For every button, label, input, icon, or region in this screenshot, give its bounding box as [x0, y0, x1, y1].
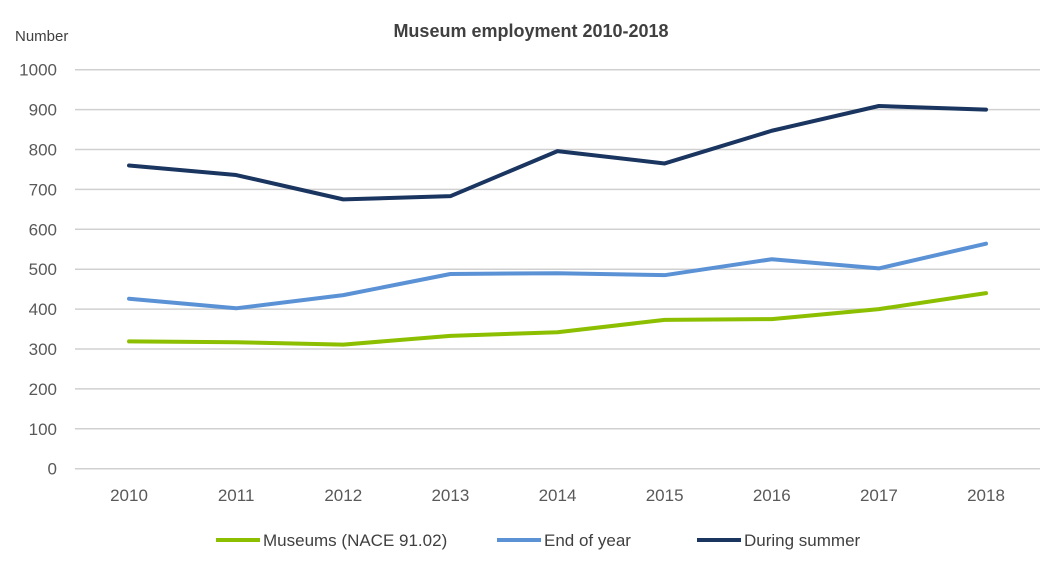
legend-label: Museums (NACE 91.02): [263, 531, 447, 550]
series-line-1: [127, 241, 988, 311]
x-tick-label: 2017: [860, 486, 898, 505]
x-tick-label: 2012: [324, 486, 362, 505]
y-tick-label: 600: [29, 220, 57, 239]
y-tick-label: 200: [29, 380, 57, 399]
y-tick-label: 400: [29, 300, 57, 319]
y-tick-label: 800: [29, 141, 57, 160]
y-tick-label: 100: [29, 420, 57, 439]
chart-title: Museum employment 2010-2018: [393, 21, 668, 41]
x-tick-label: 2014: [539, 486, 577, 505]
x-tick-label: 2016: [753, 486, 791, 505]
series-line-0: [127, 291, 988, 347]
y-tick-label: 0: [48, 460, 57, 479]
y-tick-label: 700: [29, 180, 57, 199]
x-tick-label: 2013: [431, 486, 469, 505]
y-tick-label: 900: [29, 101, 57, 120]
y-axis-label: Number: [15, 28, 68, 45]
x-tick-label: 2010: [110, 486, 148, 505]
legend-label: End of year: [544, 531, 631, 550]
y-tick-label: 300: [29, 340, 57, 359]
x-tick-label: 2018: [967, 486, 1005, 505]
y-tick-label: 500: [29, 260, 57, 279]
series-line-2: [127, 104, 988, 202]
x-tick-label: 2011: [218, 486, 255, 505]
x-tick-label: 2015: [646, 486, 684, 505]
y-tick-label: 1000: [19, 61, 57, 80]
legend-label: During summer: [744, 531, 861, 550]
